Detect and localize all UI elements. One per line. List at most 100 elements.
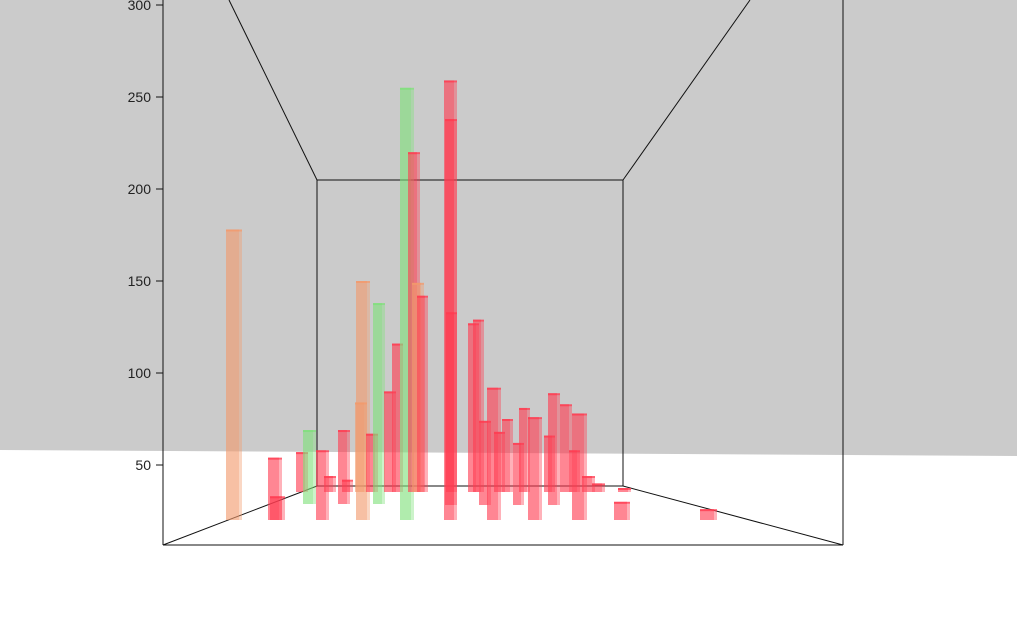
bar	[373, 303, 385, 504]
bar-top	[592, 483, 605, 486]
bar-face	[342, 479, 350, 492]
bar	[473, 319, 484, 492]
bar-top	[355, 402, 367, 405]
bar	[324, 476, 336, 492]
bar-face	[296, 452, 305, 492]
bar	[355, 402, 367, 492]
bar-face	[445, 119, 454, 505]
bar-top	[614, 501, 630, 504]
bar-face	[417, 295, 425, 492]
bar-top	[513, 442, 524, 445]
bar-top	[560, 404, 572, 407]
bar-face	[338, 430, 347, 504]
bar-top	[303, 430, 316, 433]
bar-face	[356, 281, 367, 520]
bar	[356, 281, 370, 520]
bar-top	[342, 479, 353, 482]
bar	[528, 417, 542, 520]
bar	[614, 501, 630, 520]
bar-face	[268, 457, 279, 520]
bar-face	[513, 442, 521, 505]
bar	[700, 509, 717, 520]
z-tick: 100	[128, 365, 163, 381]
bar-top	[446, 312, 457, 315]
bar-side	[454, 82, 457, 520]
z-tick: 50	[135, 457, 163, 473]
bar-top	[502, 419, 513, 421]
z-tick: 300	[128, 0, 163, 13]
bar	[338, 430, 350, 504]
bar-side	[350, 481, 353, 492]
bar-top	[408, 152, 420, 155]
z-tick-label: 250	[128, 89, 152, 105]
bar-face	[519, 407, 527, 492]
bar-side	[557, 395, 560, 505]
bar-face	[572, 413, 584, 520]
bar-face	[392, 343, 400, 492]
bar-side	[282, 498, 285, 520]
bar	[548, 393, 560, 505]
bar-side	[714, 511, 717, 520]
z-tick: 250	[128, 89, 163, 105]
bar-side	[364, 404, 367, 492]
bar-top	[528, 417, 542, 420]
bar-top	[268, 457, 282, 460]
bar	[303, 430, 316, 504]
bar-side	[382, 305, 385, 504]
bar-face	[592, 483, 602, 492]
bar	[342, 479, 353, 492]
bar-side	[627, 503, 630, 520]
bar-face	[303, 430, 313, 504]
bar-top	[392, 343, 403, 346]
bar-side	[367, 283, 370, 520]
bar-top	[316, 450, 329, 453]
bar-top	[412, 282, 424, 285]
bar-top	[324, 476, 336, 479]
bar-face	[494, 431, 502, 492]
bar-top	[479, 420, 491, 423]
bar	[270, 496, 285, 520]
bar-top	[519, 407, 530, 410]
bar-side	[481, 321, 484, 492]
bar-top	[700, 509, 717, 512]
bar-face	[502, 419, 510, 492]
bar	[226, 229, 242, 521]
bar-top	[417, 295, 428, 298]
z-tick-label: 100	[128, 365, 152, 381]
bar-side	[569, 406, 572, 492]
bar-face	[316, 450, 326, 520]
bar-top	[226, 229, 242, 232]
z-axis-ticks: 50 100 150 200 250 300	[128, 0, 163, 473]
bar-top	[473, 319, 484, 322]
bar-top	[494, 431, 505, 434]
bar-face	[373, 303, 382, 504]
bar-top	[400, 87, 414, 90]
bar-face	[324, 476, 333, 492]
z-tick-label: 150	[128, 273, 152, 289]
bar-side	[425, 297, 428, 492]
bar-top	[373, 303, 385, 306]
bar	[446, 312, 457, 492]
bar	[560, 404, 572, 492]
bar-face	[582, 476, 592, 492]
chart-background	[0, 0, 1017, 456]
z-tick: 200	[128, 181, 163, 197]
bar-group	[226, 80, 717, 521]
bar-face	[270, 496, 282, 520]
bar-face	[473, 319, 481, 492]
bar-side	[279, 459, 282, 520]
bar-top	[296, 452, 308, 455]
bar-side	[454, 314, 457, 492]
bar-face	[528, 417, 539, 520]
bar-face	[400, 87, 411, 521]
bar-face	[366, 433, 375, 492]
bar-top	[572, 413, 587, 416]
bar-top	[270, 496, 285, 499]
bar-top	[444, 80, 457, 83]
bar-side	[510, 421, 513, 492]
bar-top	[618, 488, 631, 490]
bar-side	[333, 478, 336, 492]
bar-top	[356, 281, 370, 283]
bar	[618, 488, 631, 492]
